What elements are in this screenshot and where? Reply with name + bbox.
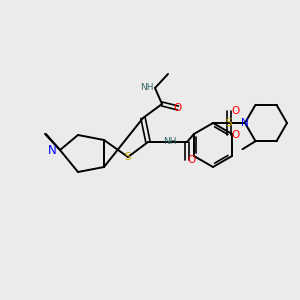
Text: NH: NH bbox=[140, 83, 154, 92]
Text: N: N bbox=[241, 118, 249, 128]
Text: NH: NH bbox=[163, 137, 177, 146]
Text: O: O bbox=[231, 106, 239, 116]
Text: O: O bbox=[174, 103, 182, 113]
Text: O: O bbox=[188, 155, 196, 165]
Text: O: O bbox=[231, 130, 239, 140]
Text: S: S bbox=[125, 152, 131, 162]
Text: S: S bbox=[226, 118, 232, 128]
Text: N: N bbox=[48, 143, 56, 157]
